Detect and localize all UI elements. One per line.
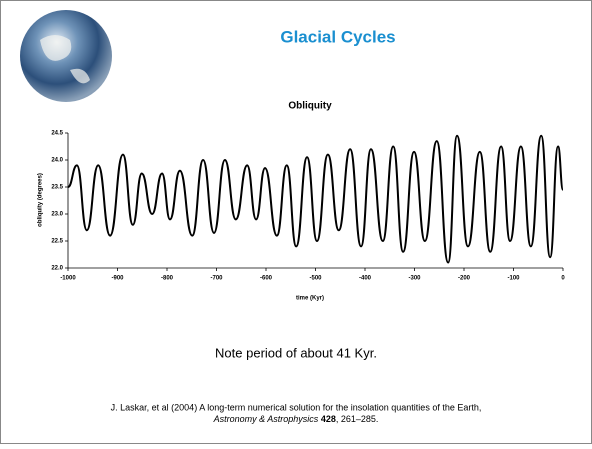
y-tick-label: 22.0 <box>51 266 63 272</box>
x-tick-label: -800 <box>161 276 174 282</box>
note: Note period of about 41 Kyr. <box>215 345 377 360</box>
y-tick-label: 23.0 <box>51 212 63 218</box>
x-tick-label: -100 <box>507 276 520 282</box>
x-tick-label: -600 <box>260 276 273 282</box>
plot: 24.524.023.523.022.522.0-1000 -900 -800 -70… <box>51 131 565 282</box>
x-axis-label: time (Kyr) <box>296 296 324 302</box>
x-tick-label: -900 <box>111 276 124 282</box>
y-tick-label: 24.0 <box>51 158 63 164</box>
citation-line: Astronomy & Astrophysics 428, 261–285. <box>213 414 379 424</box>
x-tick-label: -700 <box>210 276 223 282</box>
journal: Astronomy & Astrophysics <box>213 414 319 424</box>
x-tick-label: 0 <box>561 276 565 282</box>
volume: 428 <box>321 414 336 424</box>
x-tick-label: -200 <box>458 276 471 282</box>
x-tick-label: -1000 <box>60 276 76 282</box>
slide-title: Glacial Cycles <box>280 27 395 46</box>
y-axis-label: obliquity (degrees) <box>38 173 44 227</box>
obliquity-line <box>67 134 564 264</box>
citation-line: J. Laskar, et al (2004) A long-term nume… <box>111 402 482 412</box>
x-tick-label: -500 <box>309 276 322 282</box>
x-tick-label: -400 <box>359 276 372 282</box>
y-tick-label: 22.5 <box>51 239 63 245</box>
earth-clouds <box>40 35 90 84</box>
y-tick-label: 24.5 <box>51 131 63 137</box>
x-tick-label: -300 <box>408 276 421 282</box>
pages: , 261–285. <box>336 414 379 424</box>
y-tick-label: 23.5 <box>51 185 63 191</box>
chart-title: Obliquity <box>288 101 332 112</box>
